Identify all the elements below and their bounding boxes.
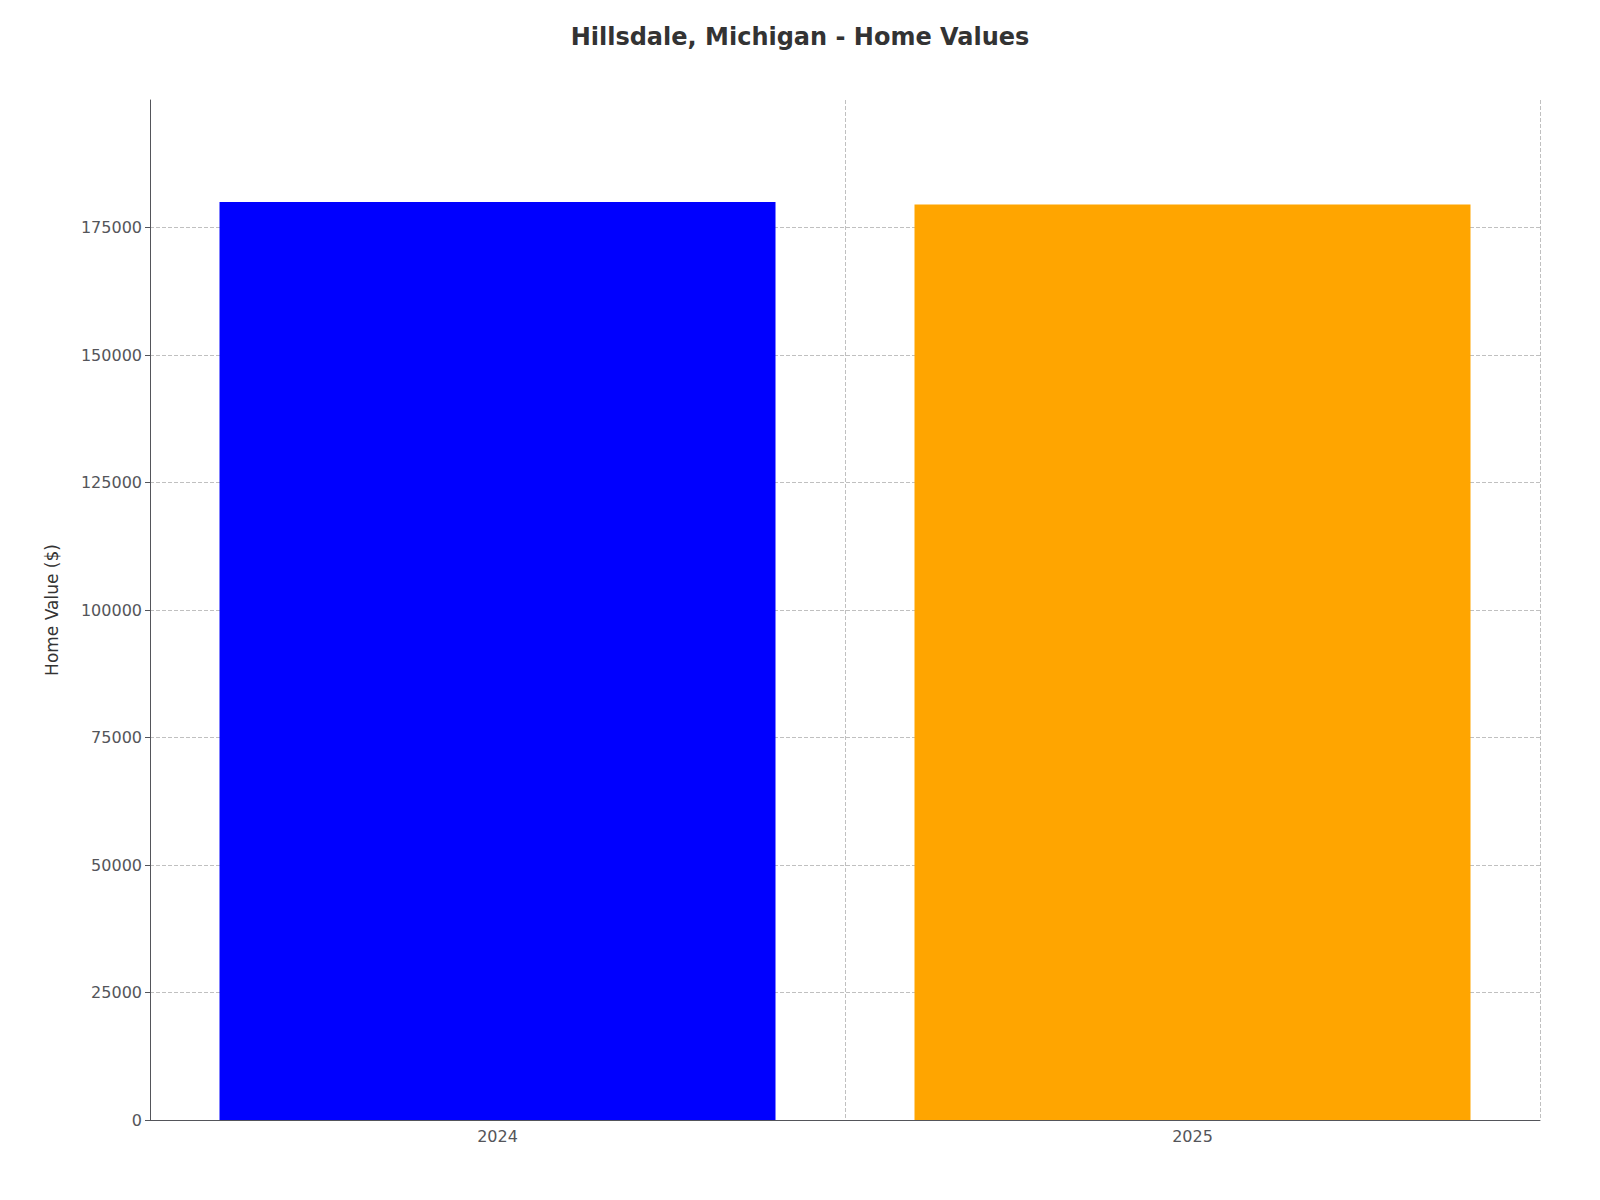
svg-text:Home Value ($): Home Value ($) (42, 544, 62, 676)
svg-text:75000: 75000 (91, 728, 142, 747)
svg-text:0: 0 (132, 1111, 142, 1130)
svg-text:175000: 175000 (81, 218, 142, 237)
svg-text:50000: 50000 (91, 856, 142, 875)
svg-text:2024: 2024 (477, 1127, 518, 1146)
svg-text:125000: 125000 (81, 473, 142, 492)
svg-text:25000: 25000 (91, 983, 142, 1002)
svg-text:150000: 150000 (81, 346, 142, 365)
svg-text:100000: 100000 (81, 601, 142, 620)
svg-text:Hillsdale, Michigan - Home Val: Hillsdale, Michigan - Home Values (571, 23, 1030, 51)
svg-text:2025: 2025 (1172, 1127, 1213, 1146)
